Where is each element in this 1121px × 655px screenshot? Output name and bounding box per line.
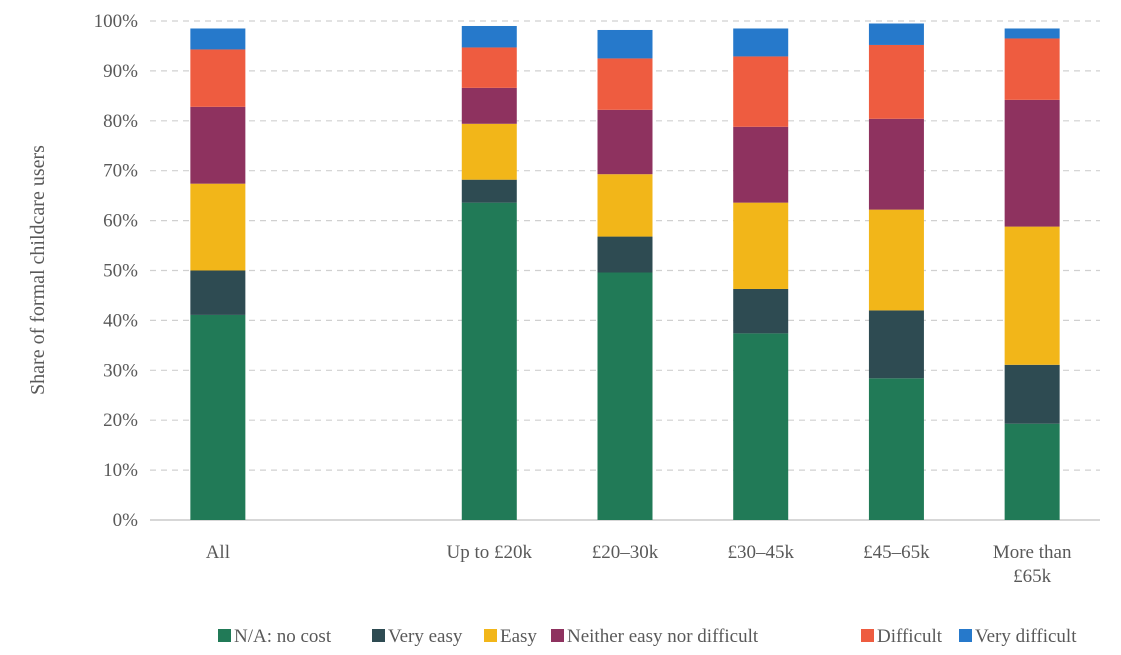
x-category-label: £30–45k <box>727 542 794 563</box>
bar-segment <box>461 25 517 48</box>
x-category-label: All <box>206 542 230 563</box>
legend: N/A: no cost Very easy Easy Neither easy no… <box>218 626 1077 647</box>
bar-segment <box>733 333 789 520</box>
legend-label: Neither easy nor difficult <box>567 626 759 647</box>
legend-item: Neither easy nor difficult <box>551 626 759 647</box>
legend-swatch <box>551 629 564 642</box>
x-axis-categories: All Up to £20k £20–30k £30–45k £45–65k More t… <box>206 542 1072 587</box>
legend-label: Very difficult <box>975 626 1077 647</box>
y-tick-label: 30% <box>103 360 138 381</box>
bar-stack-up-to-20k <box>461 25 517 521</box>
bar-segment <box>597 29 653 59</box>
bar-stack-more-than-65k <box>1004 28 1060 520</box>
y-tick-label: 20% <box>103 410 138 431</box>
y-tick-label: 10% <box>103 460 138 481</box>
bar-segment <box>190 183 246 271</box>
legend-swatch <box>861 629 874 642</box>
bar-segment <box>1004 423 1060 520</box>
bar-segment <box>1004 226 1060 365</box>
bars <box>190 23 1060 521</box>
bar-segment <box>733 202 789 289</box>
legend-swatch <box>484 629 497 642</box>
legend-item: N/A: no cost <box>218 626 332 647</box>
y-axis-label: Share of formal childcare users <box>27 145 49 395</box>
bar-stack-all <box>190 28 246 520</box>
bar-segment <box>1004 28 1060 39</box>
bar-segment <box>190 270 246 315</box>
y-tick-label: 100% <box>94 11 139 32</box>
legend-swatch <box>959 629 972 642</box>
y-tick-label: 0% <box>113 510 139 531</box>
bar-segment <box>868 118 924 210</box>
bar-segment <box>190 106 246 184</box>
bar-segment <box>461 123 517 180</box>
legend-item: Easy <box>484 626 537 647</box>
legend-label: Easy <box>500 626 537 647</box>
bar-stack-20-30k <box>597 29 653 520</box>
legend-item: Difficult <box>861 626 943 647</box>
bar-segment <box>597 109 653 175</box>
y-tick-label: 90% <box>103 61 138 82</box>
bar-segment <box>461 87 517 124</box>
bar-segment <box>190 49 246 107</box>
bar-segment <box>597 58 653 110</box>
legend-swatch <box>218 629 231 642</box>
y-tick-label: 80% <box>103 111 138 132</box>
bar-segment <box>597 236 653 273</box>
y-tick-label: 60% <box>103 211 138 232</box>
bar-segment <box>733 28 789 57</box>
bar-segment <box>868 23 924 45</box>
bar-segment <box>868 44 924 119</box>
bar-segment <box>190 28 246 50</box>
bar-segment <box>733 56 789 127</box>
bar-segment <box>461 202 517 521</box>
y-tick-label: 70% <box>103 161 138 182</box>
bar-segment <box>1004 99 1060 227</box>
bar-stack-45-65k <box>868 23 924 520</box>
bar-segment <box>868 378 924 520</box>
bar-segment <box>190 314 246 520</box>
legend-label: Difficult <box>877 626 943 647</box>
y-tick-label: 50% <box>103 261 138 282</box>
bar-segment <box>733 126 789 203</box>
x-category-label: £20–30k <box>592 542 659 563</box>
bar-segment <box>733 288 789 334</box>
y-axis-ticks: 0% 10% 20% 30% 40% 50% 60% 70% 80% 90% 100% <box>94 11 139 531</box>
bar-segment <box>868 310 924 379</box>
legend-label: N/A: no cost <box>234 626 332 647</box>
bar-segment <box>868 209 924 311</box>
legend-swatch <box>372 629 385 642</box>
bar-segment <box>1004 38 1060 100</box>
legend-item: Very easy <box>372 626 463 647</box>
bar-segment <box>1004 364 1060 424</box>
bar-segment <box>597 174 653 237</box>
bar-segment <box>461 179 517 203</box>
x-category-label: More than £65k <box>993 542 1072 587</box>
legend-item: Very difficult <box>959 626 1077 647</box>
x-category-label: Up to £20k <box>447 542 533 563</box>
bar-segment <box>597 272 653 520</box>
bar-stack-30-45k <box>733 28 789 520</box>
legend-label: Very easy <box>388 626 463 647</box>
y-tick-label: 40% <box>103 310 138 331</box>
x-category-label: £45–65k <box>863 542 930 563</box>
bar-segment <box>461 47 517 88</box>
